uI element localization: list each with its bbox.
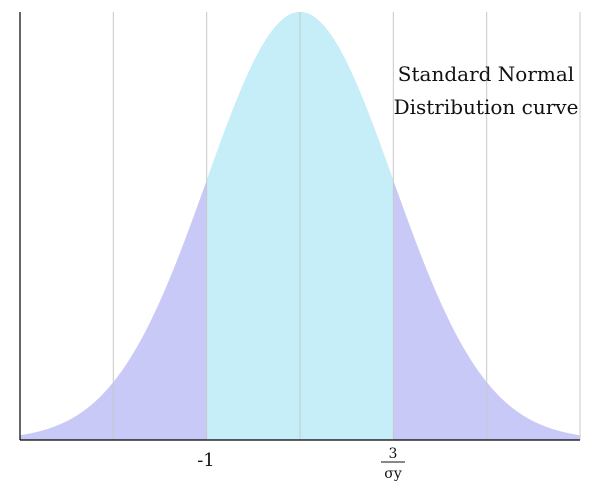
x-tick-label-fraction: 3 σy bbox=[381, 446, 405, 482]
x-tick-label-denominator: σy bbox=[384, 466, 402, 482]
x-tick-labels: -1 3 σy bbox=[197, 446, 405, 482]
chart-title-line-2: Distribution curve bbox=[394, 95, 579, 119]
x-tick-label-minus-1: -1 bbox=[197, 450, 215, 471]
axes-layer bbox=[19, 12, 580, 441]
x-tick-label-numerator: 3 bbox=[389, 446, 398, 462]
chart-title-line-1: Standard Normal bbox=[398, 62, 574, 86]
chart-title: Standard Normal Distribution curve bbox=[394, 62, 579, 119]
